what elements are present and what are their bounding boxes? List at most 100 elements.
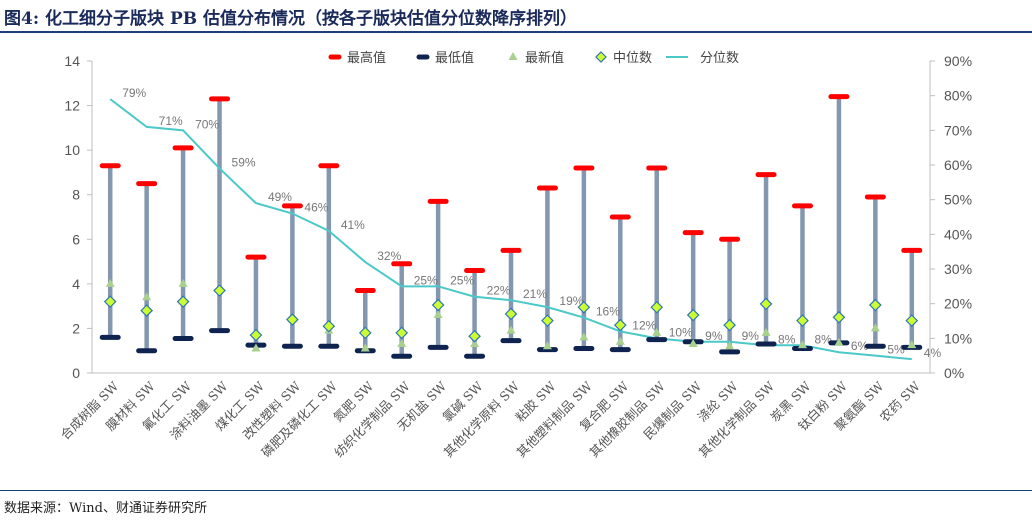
latest-marker bbox=[579, 332, 589, 341]
latest-marker bbox=[142, 292, 152, 301]
median-marker bbox=[905, 314, 919, 327]
latest-marker bbox=[178, 278, 188, 287]
median-marker bbox=[541, 314, 554, 327]
percentile-data-label: 32% bbox=[377, 249, 401, 263]
left-tick-label: 6 bbox=[72, 231, 80, 247]
latest-marker bbox=[834, 337, 844, 346]
right-tick-label: 80% bbox=[944, 88, 972, 104]
median-marker bbox=[468, 329, 481, 343]
title-rule bbox=[0, 31, 1032, 33]
median-marker bbox=[650, 300, 664, 314]
legend-swatch bbox=[595, 51, 607, 63]
source-rule bbox=[0, 490, 1032, 491]
legend-swatch bbox=[508, 52, 518, 60]
left-tick-label: 4 bbox=[72, 276, 80, 292]
median-marker bbox=[176, 295, 190, 309]
percentile-data-label: 4% bbox=[924, 346, 942, 360]
percentile-data-label: 41% bbox=[341, 218, 365, 232]
source-note: 数据来源：Wind、财通证券研究所 bbox=[4, 501, 207, 516]
latest-marker bbox=[397, 339, 407, 348]
left-tick-label: 2 bbox=[72, 320, 80, 336]
median-marker bbox=[286, 313, 299, 326]
percentile-data-label: 9% bbox=[705, 329, 723, 343]
percentile-data-label: 16% bbox=[596, 305, 620, 319]
median-marker bbox=[504, 307, 518, 321]
percentile-data-label: 70% bbox=[195, 117, 219, 131]
latest-marker bbox=[688, 339, 698, 348]
median-marker bbox=[686, 308, 700, 322]
percentile-data-label: 19% bbox=[559, 294, 583, 308]
right-tick-label: 40% bbox=[944, 226, 972, 242]
percentile-data-label: 9% bbox=[742, 329, 760, 343]
median-marker bbox=[103, 295, 117, 309]
percentile-data-label: 22% bbox=[487, 284, 511, 298]
median-marker bbox=[868, 298, 882, 312]
right-tick-label: 90% bbox=[944, 53, 972, 69]
latest-marker bbox=[615, 336, 625, 345]
percentile-data-label: 21% bbox=[523, 287, 547, 301]
median-marker bbox=[832, 310, 846, 324]
percentile-data-label: 6% bbox=[851, 339, 869, 353]
percentile-data-label: 49% bbox=[268, 190, 292, 204]
percentile-line bbox=[109, 98, 912, 361]
percentile-data-label: 71% bbox=[159, 114, 183, 128]
latest-marker bbox=[105, 278, 115, 287]
latest-marker bbox=[542, 341, 552, 350]
legend-label: 中位数 bbox=[613, 51, 652, 66]
category-label: 农药 SW bbox=[877, 378, 923, 424]
latest-marker bbox=[251, 343, 261, 352]
right-tick-label: 50% bbox=[944, 192, 972, 208]
latest-marker bbox=[470, 339, 480, 348]
legend-label: 分位数 bbox=[700, 51, 739, 66]
right-tick-label: 30% bbox=[944, 261, 972, 277]
median-marker bbox=[723, 318, 736, 332]
latest-marker bbox=[907, 340, 917, 349]
latest-marker bbox=[360, 343, 370, 352]
median-marker bbox=[796, 314, 809, 327]
right-tick-label: 0% bbox=[944, 365, 964, 381]
right-tick-label: 10% bbox=[944, 330, 972, 346]
percentile-data-label: 5% bbox=[887, 343, 905, 357]
chart-legend: 最高值 最低值 最新值 中位数 分位数 bbox=[328, 50, 739, 66]
latest-marker bbox=[797, 340, 807, 349]
latest-marker bbox=[761, 327, 771, 336]
percentile-data-label: 8% bbox=[778, 332, 796, 346]
median-marker bbox=[759, 297, 773, 311]
left-tick-label: 12 bbox=[64, 98, 80, 114]
median-marker bbox=[613, 318, 627, 332]
chart-axes: 0 2 4 6 8 10 12 14 0% 10% 20% 30% 40% 50% 60% 70% 80% 90%… bbox=[57, 53, 972, 460]
right-tick-label: 70% bbox=[944, 122, 972, 138]
percentile-data-label: 8% bbox=[814, 332, 832, 346]
median-marker bbox=[395, 326, 409, 340]
latest-marker bbox=[506, 325, 516, 334]
percentile-data-label: 59% bbox=[232, 155, 256, 169]
percentile-data-label: 12% bbox=[632, 318, 656, 332]
left-tick-label: 10 bbox=[64, 142, 80, 158]
right-tick-label: 20% bbox=[944, 296, 972, 312]
median-marker bbox=[322, 319, 336, 333]
median-marker bbox=[358, 326, 372, 340]
right-tick-label: 60% bbox=[944, 157, 972, 173]
percentile-data-label: 25% bbox=[414, 273, 438, 287]
figure-title: 图4: 化工细分子版块 PB 估值分布情况（按各子版块估值分位数降序排列） bbox=[4, 9, 578, 29]
value-markers bbox=[99, 94, 923, 359]
legend-label: 最新值 bbox=[525, 50, 564, 66]
legend-label: 最低值 bbox=[435, 50, 474, 66]
legend-label: 最高值 bbox=[347, 50, 386, 66]
latest-marker bbox=[652, 327, 662, 336]
median-marker bbox=[249, 328, 263, 342]
percentile-data-label: 46% bbox=[304, 201, 328, 215]
pb-valuation-chart: 0 2 4 6 8 10 12 14 0% 10% 20% 30% 40% 50% 60% 70% 80% 90%… bbox=[57, 50, 972, 460]
latest-marker bbox=[870, 323, 880, 332]
latest-marker bbox=[433, 310, 443, 319]
percentile-data-label: 25% bbox=[450, 273, 474, 287]
median-marker bbox=[213, 284, 226, 297]
percentile-line-group: 79% 71% 70% 59% 49% 46% 41% 32% 25% 25% 22% 21% 19% 1… bbox=[109, 86, 942, 361]
left-tick-label: 14 bbox=[64, 53, 80, 69]
median-marker bbox=[577, 300, 591, 314]
percentile-data-label: 79% bbox=[122, 86, 146, 100]
median-marker bbox=[140, 304, 154, 317]
percentile-data-label: 10% bbox=[669, 325, 693, 339]
median-marker bbox=[431, 298, 445, 312]
left-tick-label: 0 bbox=[72, 365, 80, 381]
